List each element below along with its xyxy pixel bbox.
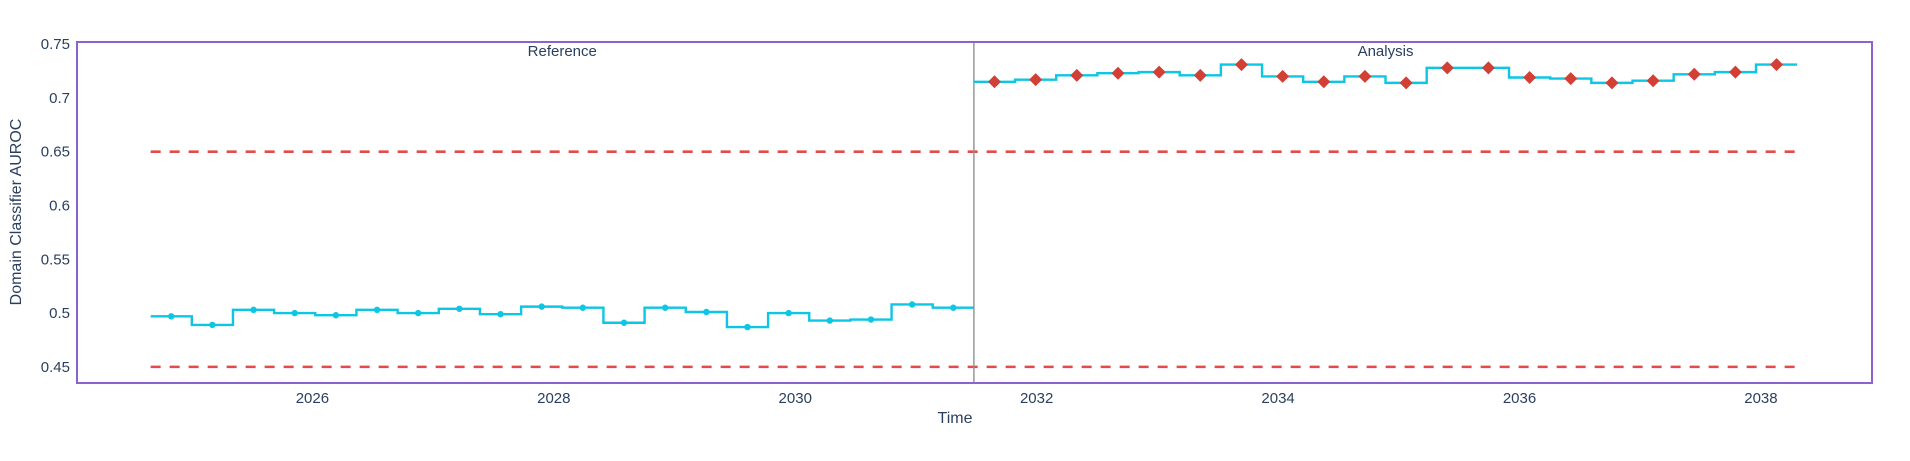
region-label-analysis: Analysis (1357, 43, 1414, 60)
x-tick-label: 2028 (537, 390, 570, 407)
reference-marker (456, 305, 463, 312)
reference-marker (950, 304, 957, 311)
x-tick-label: 2034 (1261, 390, 1294, 407)
analysis-step-line (973, 63, 1798, 85)
y-tick-label: 0.6 (49, 198, 70, 215)
reference-marker (250, 306, 257, 314)
y-axis-title: Domain Classifier AUROC (8, 118, 25, 306)
y-tick-label: 0.65 (41, 144, 70, 161)
reference-marker (908, 301, 916, 308)
x-tick-label: 2026 (296, 390, 329, 407)
reference-marker (703, 308, 710, 316)
plot-border (76, 41, 1873, 384)
alert-diamond-marker (1317, 75, 1331, 89)
alert-diamond-marker (1564, 72, 1578, 86)
reference-marker (744, 323, 751, 331)
alert-diamond-marker (1605, 76, 1619, 90)
reference-marker (497, 310, 504, 318)
reference-marker (168, 313, 175, 320)
alert-diamond-marker (1111, 66, 1125, 80)
alert-diamond-marker (1399, 76, 1413, 90)
y-tick-label: 0.7 (49, 90, 70, 107)
reference-marker (209, 321, 216, 329)
alert-diamond-marker (1440, 61, 1454, 75)
x-tick-label: 2038 (1744, 390, 1777, 407)
reference-marker (867, 316, 875, 323)
alert-diamond-marker (1646, 74, 1660, 88)
reference-marker (579, 304, 587, 311)
reference-marker (826, 317, 834, 324)
alert-diamond-marker (1481, 61, 1495, 75)
reference-marker (291, 309, 298, 317)
alert-diamond-marker (1358, 69, 1372, 83)
x-tick-label: 2032 (1020, 390, 1053, 407)
reference-marker (538, 303, 545, 310)
alert-diamond-marker (1152, 65, 1166, 79)
y-tick-label: 0.45 (41, 359, 70, 376)
x-tick-label: 2030 (779, 390, 812, 407)
x-tick-label: 2036 (1503, 390, 1536, 407)
y-tick-label: 0.55 (41, 251, 70, 268)
reference-marker (332, 312, 340, 319)
x-axis-title: Time (937, 410, 973, 427)
y-tick-label: 0.75 (41, 36, 70, 53)
reference-marker (414, 309, 422, 317)
alert-diamond-marker (1193, 68, 1207, 82)
alert-diamond-marker (1276, 69, 1290, 83)
alert-diamond-marker (1070, 68, 1084, 82)
alert-diamond-marker (1728, 65, 1742, 79)
alert-diamond-marker (1687, 67, 1701, 81)
y-tick-label: 0.5 (49, 305, 70, 322)
alert-diamond-marker (987, 75, 1001, 89)
reference-marker (785, 309, 792, 317)
reference-marker (620, 319, 628, 326)
reference-marker (373, 306, 381, 314)
alert-diamond-marker (1029, 73, 1043, 87)
alert-diamond-marker (1234, 58, 1248, 72)
reference-marker (661, 304, 669, 311)
alert-diamond-marker (1770, 58, 1784, 72)
region-label-reference: Reference (527, 43, 597, 60)
alert-diamond-marker (1523, 70, 1537, 84)
